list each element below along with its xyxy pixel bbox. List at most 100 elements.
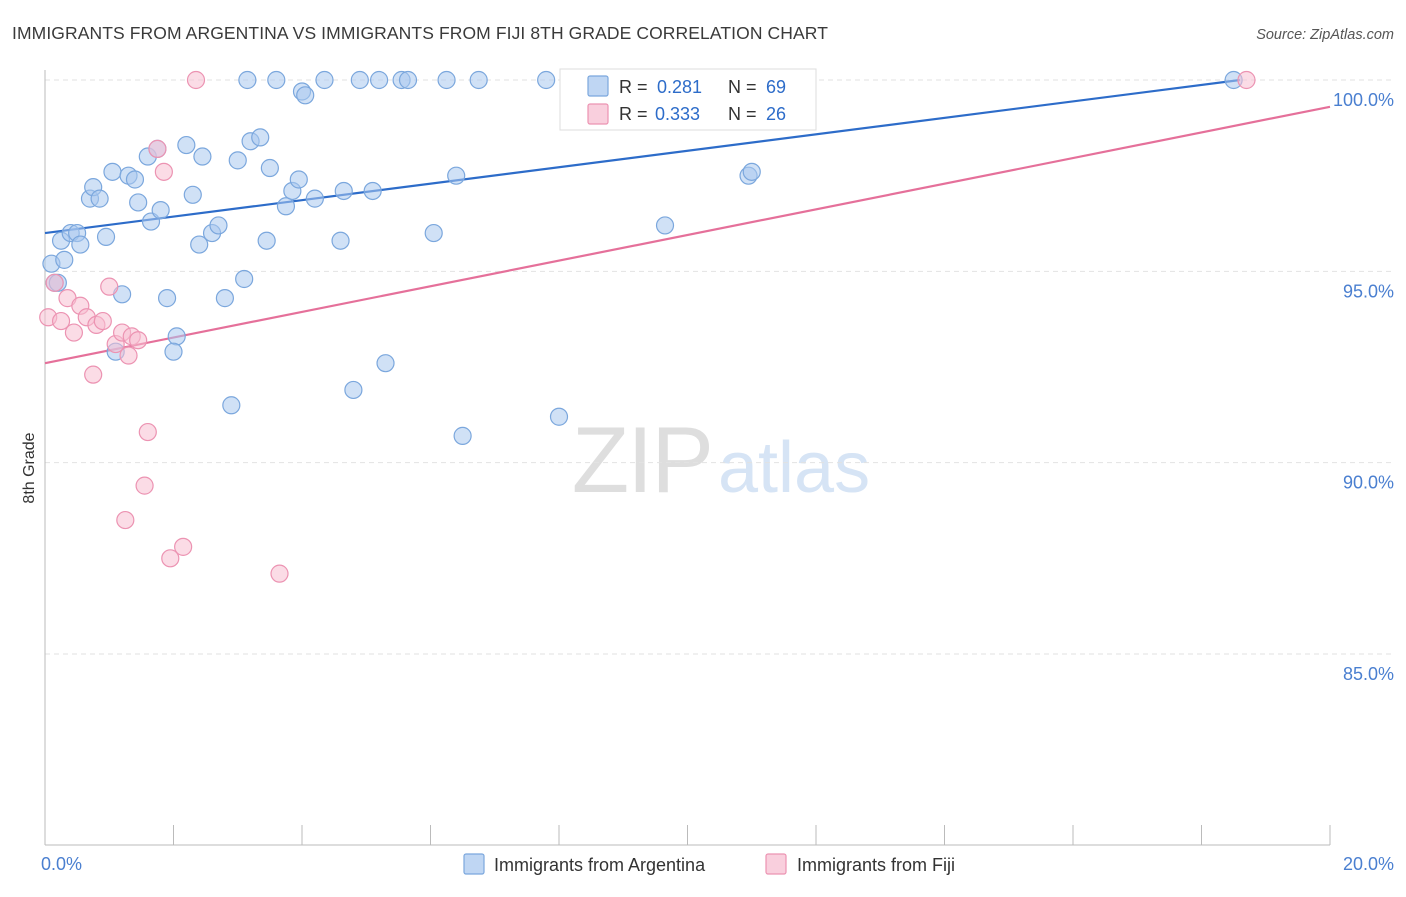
point-argentina (742, 162, 761, 181)
point-argentina (103, 162, 122, 181)
point-argentina (238, 70, 257, 90)
point-argentina (193, 147, 212, 166)
trend-line-fiji (44, 105, 1331, 365)
stats-n-value-argentina: 69 (766, 77, 786, 97)
point-argentina (424, 223, 443, 243)
point-fiji (1237, 70, 1256, 90)
point-argentina (183, 185, 202, 204)
point-fiji (129, 331, 148, 350)
point-argentina (331, 231, 350, 250)
chart-source: Source: ZipAtlas.com (1256, 27, 1394, 43)
point-argentina (129, 193, 148, 212)
stats-n-value-fiji: 26 (766, 104, 786, 124)
point-argentina (71, 235, 90, 254)
stats-r-label-fiji: R = (619, 104, 648, 124)
point-argentina (350, 70, 369, 90)
point-argentina (151, 201, 170, 220)
stats-legend: R = 0.281 N = 69 R = 0.333 N = 26 (559, 68, 817, 131)
point-argentina (96, 227, 116, 246)
stats-n-label-fiji: N = (728, 104, 757, 124)
point-fiji (51, 311, 71, 331)
point-argentina (655, 216, 675, 235)
point-fiji (270, 564, 289, 583)
point-argentina (209, 216, 228, 235)
y-tick-labels: 85.0% 90.0% 95.0% 100.0% (1333, 90, 1394, 684)
stats-n-label-argentina: N = (728, 77, 757, 97)
x-tick-label: 20.0% (1343, 854, 1394, 874)
point-argentina (296, 86, 315, 105)
point-argentina (363, 181, 382, 201)
point-argentina (167, 327, 186, 346)
point-argentina (315, 70, 334, 90)
legend-swatch-argentina (463, 853, 485, 875)
point-argentina (222, 396, 241, 415)
point-argentina (267, 70, 286, 90)
point-argentina (549, 407, 569, 426)
watermark: ZIP atlas (572, 407, 870, 512)
point-fiji (84, 365, 103, 384)
y-tick-label: 95.0% (1343, 281, 1394, 301)
point-argentina (344, 380, 363, 400)
data-points (39, 70, 1256, 583)
point-argentina (398, 70, 418, 90)
legend-label-fiji: Immigrants from Fiji (797, 855, 955, 875)
point-fiji (148, 139, 167, 158)
series-legend: Immigrants from Argentina Immigrants fro… (463, 853, 955, 875)
point-fiji (161, 549, 180, 568)
point-argentina (164, 342, 183, 361)
point-argentina (90, 189, 109, 208)
point-argentina (260, 158, 279, 178)
point-fiji (100, 277, 119, 296)
y-tick-label: 90.0% (1343, 473, 1394, 493)
legend-swatch-fiji (765, 853, 787, 875)
point-argentina (276, 197, 296, 216)
point-argentina (370, 70, 389, 90)
trend-line-argentina (44, 78, 1241, 235)
point-fiji (154, 162, 173, 181)
point-argentina (305, 189, 324, 208)
x-tick-label: 0.0% (41, 854, 82, 874)
point-argentina (537, 70, 556, 90)
grid-lines (45, 79, 1394, 655)
point-argentina (376, 354, 395, 373)
point-fiji (116, 510, 135, 530)
chart-title: IMMIGRANTS FROM ARGENTINA VS IMMIGRANTS … (12, 23, 828, 43)
stats-swatch-fiji (587, 103, 609, 125)
point-argentina (215, 289, 234, 308)
point-argentina (235, 269, 254, 289)
stats-swatch-argentina (587, 75, 609, 97)
watermark-zip: ZIP (572, 407, 712, 512)
point-argentina (447, 166, 466, 185)
y-tick-label: 85.0% (1343, 664, 1394, 684)
y-tick-label: 100.0% (1333, 90, 1394, 110)
point-argentina (125, 170, 145, 189)
point-argentina (289, 170, 308, 189)
point-argentina (453, 426, 472, 445)
legend-label-argentina: Immigrants from Argentina (494, 855, 706, 875)
y-axis-label: 8th Grade (21, 432, 38, 503)
axes (44, 70, 1331, 846)
point-fiji (135, 476, 154, 495)
trend-lines (44, 78, 1331, 365)
watermark-atlas: atlas (718, 428, 870, 508)
point-argentina (257, 231, 276, 250)
stats-r-label-argentina: R = (619, 77, 648, 97)
x-tick-labels: 0.0% 20.0% (41, 854, 1394, 874)
point-argentina (157, 289, 177, 308)
point-argentina (469, 70, 488, 90)
point-fiji (186, 70, 206, 90)
stats-r-value-fiji: 0.333 (655, 104, 700, 124)
point-argentina (334, 181, 353, 201)
point-fiji (45, 273, 64, 292)
point-argentina (177, 135, 196, 155)
point-argentina (437, 70, 456, 90)
stats-r-value-argentina: 0.281 (657, 77, 702, 97)
point-argentina (190, 235, 209, 254)
point-fiji (64, 323, 84, 342)
point-fiji (174, 537, 193, 556)
point-fiji (119, 346, 138, 365)
point-fiji (138, 422, 157, 442)
point-argentina (55, 250, 74, 269)
